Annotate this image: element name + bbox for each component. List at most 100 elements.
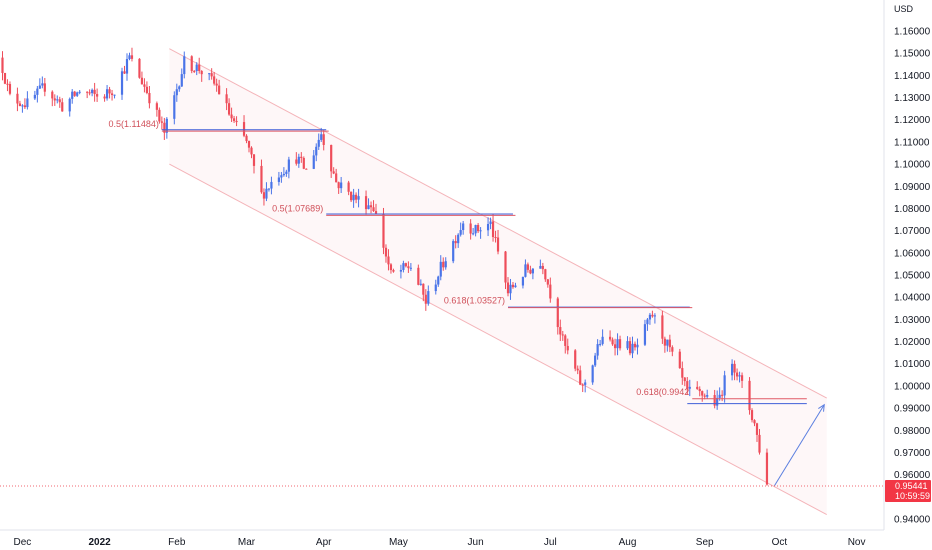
candle-body: [496, 237, 500, 252]
candle-body: [384, 247, 388, 257]
candle-body: [618, 339, 622, 349]
candle-body: [731, 363, 734, 376]
candle-body: [409, 267, 412, 269]
candle-body: [457, 234, 460, 244]
candle-body: [51, 91, 54, 99]
candle-body: [71, 91, 74, 99]
candle-body: [444, 261, 447, 268]
candle-body: [242, 122, 246, 136]
candle-body: [723, 375, 726, 396]
arrow-shaft[interactable]: [774, 404, 825, 486]
candle-body: [437, 276, 440, 285]
fib-level-label: 0.618(1.03527): [444, 296, 505, 306]
price-tick-label: 1.05000: [894, 271, 931, 282]
candle-body: [354, 194, 358, 200]
candle-body: [300, 156, 303, 158]
candle-body: [706, 395, 709, 397]
price-tick-label: 1.10000: [894, 160, 931, 171]
projection-arrow[interactable]: [774, 403, 825, 486]
candle-body: [544, 269, 547, 280]
candle-body: [740, 375, 744, 381]
candle-body: [21, 105, 24, 107]
candle-body: [86, 91, 89, 93]
candle-body: [58, 99, 61, 103]
candle-body: [392, 270, 395, 272]
candle-body: [143, 84, 146, 87]
candle-body: [43, 83, 46, 92]
candle-body: [735, 372, 739, 377]
candle-body: [529, 269, 532, 274]
candle-body: [340, 182, 343, 189]
parallel-channel[interactable]: [169, 48, 827, 516]
candle-body: [506, 282, 510, 294]
candle-body: [387, 256, 390, 265]
candle-body: [472, 233, 475, 235]
candle-body: [733, 363, 736, 373]
price-tick-label: 0.99000: [894, 404, 931, 415]
candle-body: [556, 298, 559, 328]
candle-body: [574, 350, 577, 369]
candle-body: [317, 139, 320, 147]
candle-body: [681, 368, 684, 378]
candle-body: [521, 276, 525, 286]
candle-body: [6, 83, 9, 85]
price-tick-label: 1.03000: [894, 315, 931, 326]
candle-body: [232, 118, 236, 121]
candle-body: [305, 168, 308, 170]
candle-body: [608, 336, 612, 340]
candle-body: [427, 291, 430, 304]
channel-lower-line[interactable]: [169, 163, 827, 516]
candle-body: [601, 336, 604, 344]
time-tick-label: May: [389, 537, 408, 548]
candle-body: [267, 188, 271, 190]
candle-body: [469, 223, 472, 234]
candle-body: [282, 173, 285, 176]
candle-body: [96, 94, 99, 97]
time-tick-label: Apr: [316, 537, 332, 548]
candle-body: [108, 89, 111, 94]
price-tick-label: 1.12000: [894, 115, 931, 126]
candle-body: [23, 105, 27, 108]
candle-body: [332, 171, 335, 174]
candle-body: [688, 386, 691, 389]
candle-body: [33, 94, 36, 99]
candle-body: [297, 156, 300, 164]
candle-body: [631, 343, 634, 354]
candle-body: [372, 207, 375, 212]
candle-body: [374, 211, 378, 214]
candle-body: [68, 98, 71, 112]
support-resistance-lines[interactable]: [161, 129, 807, 405]
candle-body: [683, 377, 686, 382]
time-tick-label: Feb: [168, 537, 186, 548]
bar-countdown-label: 10:59:59: [895, 491, 930, 501]
candle-body: [8, 84, 12, 94]
candle-body: [130, 55, 134, 59]
candle-body: [713, 395, 716, 406]
channel-upper-line[interactable]: [169, 48, 827, 399]
candle-body: [671, 347, 674, 352]
candle-body: [459, 230, 462, 235]
candle-body: [452, 241, 455, 262]
candle-body: [596, 344, 599, 356]
price-axis[interactable]: USD 0.940000.950000.960000.970000.980000…: [894, 4, 931, 526]
time-axis[interactable]: Dec 2022 Feb Mar Apr May Jun Jul Aug Sep Oct Nov: [14, 537, 866, 548]
candle-body: [110, 93, 114, 95]
candle-body: [579, 370, 582, 385]
candle-body: [227, 103, 231, 115]
candle-body: [322, 134, 325, 145]
candle-body: [183, 56, 186, 75]
fib-level-label: 0.5(1.11484): [108, 119, 158, 129]
candle-body: [260, 165, 263, 193]
time-tick-label: Jun: [468, 537, 484, 548]
current-price-label: 0.95441: [895, 481, 928, 491]
arrow-head[interactable]: [818, 403, 825, 412]
candle-body: [265, 188, 268, 199]
candle-body: [494, 237, 497, 239]
candle-body: [16, 93, 19, 104]
candle-body: [765, 452, 769, 485]
candle-body: [758, 434, 761, 453]
candle-body: [56, 99, 59, 101]
time-tick-label: Nov: [848, 537, 866, 548]
